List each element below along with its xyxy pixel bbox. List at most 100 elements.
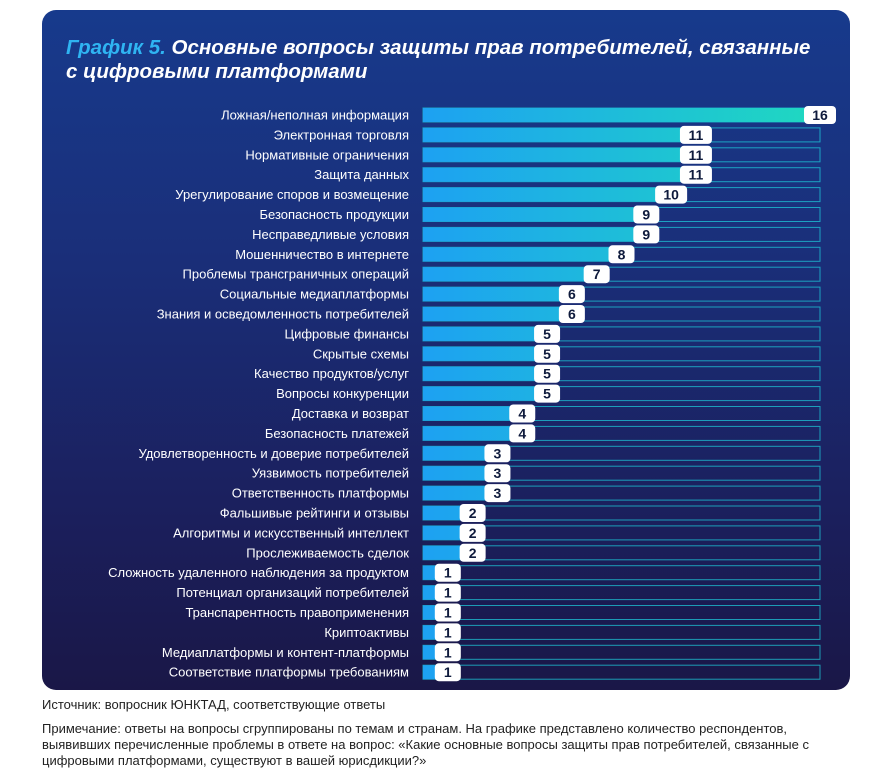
bar (423, 247, 622, 262)
bar (423, 127, 696, 142)
category-label: Сложность удаленного наблюдения за проду… (108, 565, 409, 580)
value-label: 11 (689, 147, 704, 163)
value-badge (459, 504, 486, 522)
bar-track (422, 624, 821, 640)
category-label: Транспарентность правоприменения (185, 605, 409, 620)
bar (423, 446, 498, 461)
category-label: Удовлетворенность и доверие потребителей (138, 446, 409, 461)
value-badge (534, 324, 561, 343)
category-label: Прослеживаемость сделок (246, 545, 409, 560)
bar (423, 227, 647, 242)
category-label: Электронная торговля (274, 127, 409, 142)
bar-track (422, 664, 821, 680)
category-label: Цифровые финансы (284, 326, 409, 341)
value-label: 4 (518, 425, 526, 441)
value-label: 7 (593, 266, 601, 282)
bar (423, 346, 548, 361)
value-label: 2 (469, 545, 477, 561)
value-label: 6 (568, 306, 576, 322)
category-label: Социальные медиаплатформы (220, 287, 409, 302)
value-label: 1 (444, 605, 452, 621)
value-badge (509, 424, 536, 443)
value-label: 10 (663, 187, 679, 203)
category-label: Знания и осведомленность потребителей (157, 307, 409, 322)
value-label: 2 (469, 505, 477, 521)
bar (423, 326, 548, 341)
value-label: 3 (494, 485, 502, 501)
category-label: Мошенничество в интернете (235, 247, 409, 262)
value-badge (679, 165, 712, 184)
bar (423, 207, 647, 222)
value-badge (534, 364, 561, 383)
category-label: Соответствие платформы требованиям (169, 665, 409, 680)
value-label: 11 (689, 167, 704, 183)
value-badge (459, 523, 486, 542)
bar (423, 386, 548, 401)
value-badge (484, 484, 511, 503)
value-badge (434, 603, 461, 622)
value-badge (484, 444, 511, 463)
value-badge (434, 663, 461, 682)
category-label: Вопросы конкуренции (276, 386, 409, 401)
value-label: 4 (518, 406, 526, 422)
value-badge (804, 106, 836, 124)
source-note: Источник: вопросник ЮНКТАД, соответствую… (42, 697, 386, 712)
bar (423, 147, 696, 162)
bar (423, 187, 672, 202)
footnote: Примечание: ответы на вопросы сгруппиров… (42, 721, 809, 768)
value-badge (434, 563, 461, 582)
value-badge (484, 464, 511, 483)
value-badge (434, 623, 461, 642)
bar (423, 108, 820, 122)
value-label: 5 (543, 366, 551, 382)
value-label: 2 (469, 525, 477, 541)
bar (423, 466, 498, 481)
value-badge (558, 305, 585, 323)
value-badge (583, 265, 610, 284)
value-badge (655, 185, 688, 204)
value-label: 5 (543, 326, 551, 342)
bar (423, 426, 523, 441)
bar-track (422, 644, 821, 660)
chart-title-text: Основные вопросы защиты прав потребителе… (66, 36, 811, 83)
bar (423, 267, 597, 282)
value-label: 1 (444, 624, 452, 640)
value-label: 16 (812, 107, 828, 123)
category-label: Ложная/неполная информация (221, 108, 409, 123)
value-label: 1 (444, 565, 452, 581)
category-label: Потенциал организаций потребителей (176, 585, 409, 600)
category-label: Урегулирование споров и возмещение (175, 187, 409, 202)
value-badge (633, 225, 660, 244)
value-badge (534, 344, 561, 363)
bar (423, 406, 523, 421)
value-label: 11 (689, 127, 704, 143)
value-badge (679, 145, 712, 164)
value-label: 9 (642, 226, 650, 242)
value-badge (459, 543, 486, 562)
value-label: 1 (444, 664, 452, 680)
category-label: Безопасность платежей (265, 426, 409, 441)
category-label: Несправедливые условия (252, 227, 409, 242)
chart-panel: График 5. Основные вопросы защиты прав п… (42, 10, 850, 690)
value-badge (558, 285, 585, 304)
category-label: Уязвимость потребителей (252, 466, 409, 481)
category-label: Криптоактивы (324, 625, 409, 640)
value-badge (434, 583, 461, 602)
category-label: Защита данных (314, 167, 409, 182)
value-label: 1 (444, 644, 452, 660)
value-label: 8 (618, 246, 626, 262)
bar-track (422, 605, 821, 620)
value-label: 3 (494, 445, 502, 461)
value-badge (633, 205, 660, 224)
value-label: 6 (568, 286, 576, 302)
bar (423, 287, 572, 302)
category-label: Алгоритмы и искусственный интеллект (173, 525, 409, 540)
value-label: 1 (444, 585, 452, 601)
chart-title-lead: График 5. (66, 36, 166, 59)
value-badge (509, 404, 536, 423)
value-label: 3 (494, 465, 502, 481)
category-label: Фальшивые рейтинги и отзывы (220, 506, 409, 521)
category-label: Доставка и возврат (292, 406, 409, 421)
bar (423, 307, 572, 321)
value-badge (434, 643, 461, 662)
